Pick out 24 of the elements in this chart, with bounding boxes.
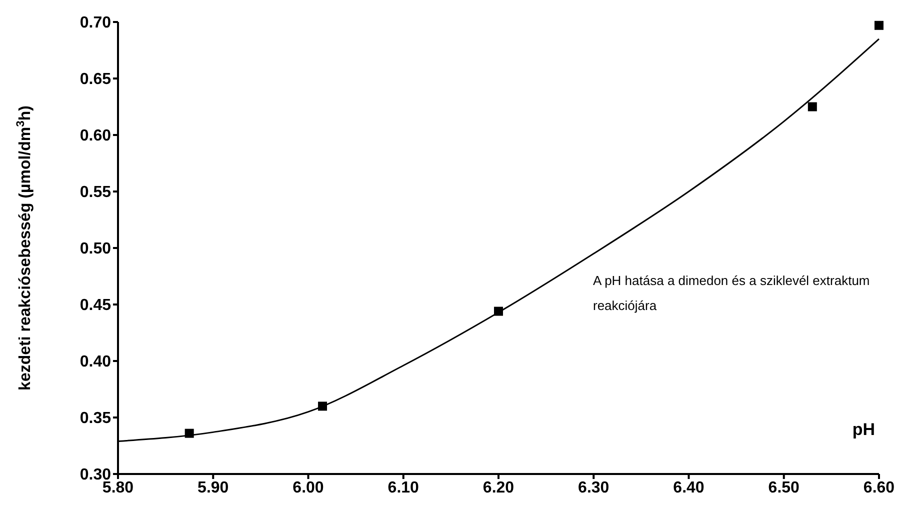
y-tick-label: 0.40 (80, 354, 112, 371)
x-tick-label: 6.30 (578, 479, 610, 496)
x-tick-label: 5.80 (102, 479, 134, 496)
y-tick-label: 0.45 (80, 297, 112, 314)
x-tick-label: 5.90 (198, 479, 229, 496)
y-tick-label: 0.60 (80, 128, 112, 145)
y-tick-label: 0.55 (80, 184, 112, 202)
x-axis-title: pH (852, 420, 875, 440)
x-tick-label: 6.10 (388, 479, 420, 496)
y-tick-label: 0.70 (80, 14, 112, 32)
x-tick-label: 6.60 (863, 479, 895, 496)
y-tick-label: 0.50 (80, 240, 112, 258)
point (874, 20, 884, 30)
point (808, 102, 817, 112)
x-tick-label: 6.20 (482, 479, 514, 496)
y-tick-label: 0.65 (80, 71, 112, 88)
x-tick-label: 6.40 (673, 479, 704, 496)
y-tick-label: 0.35 (80, 410, 112, 428)
point (184, 428, 194, 438)
x-tick-label: 6.00 (292, 479, 324, 496)
x-tick-label: 6.50 (768, 479, 800, 496)
point (494, 306, 503, 316)
point (318, 402, 328, 411)
annotation: A pH hatása a dimedon és a sziklevél extraktum reakciójára (593, 272, 871, 315)
